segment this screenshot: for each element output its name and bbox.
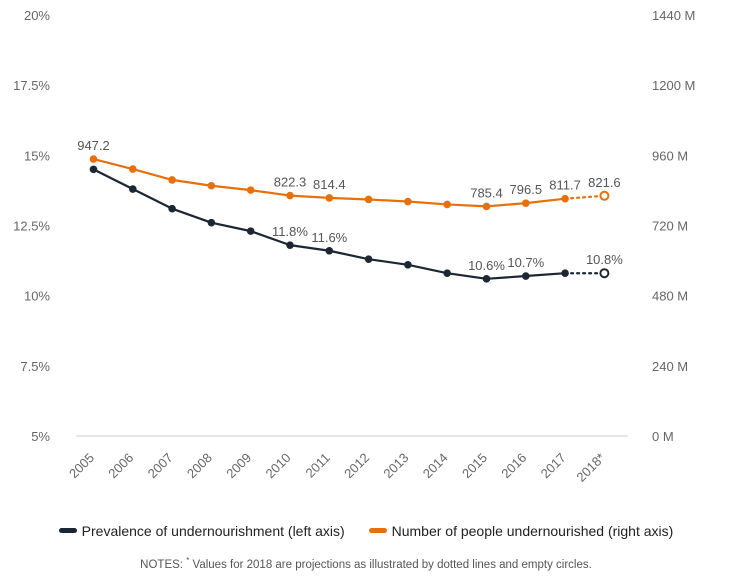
series-point-0 [482,275,491,283]
series-point-1 [246,186,255,194]
left-axis-tick-label: 17.5% [13,78,50,93]
legend-item-prevalence[interactable]: Prevalence of undernourishment (left axi… [58,522,345,539]
series-point-0 [246,227,255,235]
left-axis-tick-label: 7.5% [20,359,50,374]
right-axis-tick-label: 720 M [652,219,688,234]
series-point-1 [561,194,569,203]
x-axis-tick-label: 2017 [538,450,569,481]
series-point-0 [89,165,98,174]
notes: NOTES: * Values for 2018 are projections… [0,556,732,571]
series-point-0 [522,272,530,280]
notes-text: Values for 2018 are projections as illus… [189,558,592,571]
x-axis-tick-label: 2007 [145,450,176,481]
series-point-0 [404,260,412,269]
data-label-0: 11.8% [272,224,308,239]
legend-swatch-prevalence [58,528,77,533]
data-label-0: 10.6% [468,258,505,273]
series-point-1 [168,176,176,184]
right-axis-tick-label: 480 M [652,289,688,304]
data-label-1: 947.2 [77,138,110,153]
left-axis-tick-label: 10% [24,289,50,304]
legend-label-prevalence: Prevalence of undernourishment (left axi… [81,522,345,539]
series-point-1 [207,181,216,190]
legend-item-number[interactable]: Number of people undernourished (right a… [368,522,674,539]
legend: Prevalence of undernourishment (left axi… [0,520,732,539]
right-axis-tick-label: 1440 M [652,8,695,23]
x-axis-tick-label: 2010 [263,450,294,481]
series-projected-point-1 [599,190,610,201]
x-axis-tick-label: 2014 [420,450,451,481]
series-point-1 [482,202,491,211]
legend-label-number: Number of people undernourished (right a… [391,522,674,539]
series-point-0 [286,241,294,249]
data-label-1: 796.5 [510,182,543,197]
series-point-1 [443,200,452,209]
notes-prefix: NOTES: [140,558,187,571]
left-axis-tick-label: 20% [24,8,50,23]
series-point-1 [404,197,412,206]
x-axis-tick-label: 2005 [66,450,97,481]
series-point-0 [129,185,137,193]
series-point-1 [522,199,530,207]
x-axis-tick-label: 2016 [498,450,529,481]
x-axis-tick-label: 2012 [341,450,372,481]
data-label-1: 821.6 [588,175,621,190]
series-point-1 [286,191,294,200]
data-label-1: 811.7 [549,178,581,193]
legend-swatch-number [368,528,387,533]
series-point-0 [207,218,216,227]
series-point-1 [364,195,373,204]
right-axis-tick-label: 960 M [652,148,688,163]
series-point-0 [364,255,373,263]
x-axis-tick-label: 2011 [303,450,333,480]
left-axis-tick-label: 12.5% [13,219,50,234]
data-label-0: 10.8% [586,252,623,267]
series-point-1 [89,155,98,163]
series-point-0 [168,204,176,213]
line-chart: 5% 7.5% 10% 12.5% 15% 17.5% 20% 0 M 240 M 480 M 72… [13,8,695,485]
x-axis-tick-label: 2009 [223,450,254,481]
right-axis-tick-label: 1200 M [652,78,695,93]
left-axis-tick-label: 15% [24,148,50,163]
data-label-0: 11.6% [311,230,347,245]
series-point-0 [443,269,452,278]
series-point-1 [325,194,334,202]
right-axis-tick-label: 240 M [652,359,688,374]
series-projection-line-1 [563,194,606,200]
x-axis-tick-label: 2018* [573,450,608,485]
x-axis-tick-label: 2013 [380,450,411,481]
series-point-1 [129,165,137,173]
right-axis-tick-label: 0 M [652,429,674,444]
x-axis-tick-label: 2008 [184,450,215,481]
notes-marker: * [186,556,190,565]
series-point-0 [325,246,334,255]
x-axis-tick-label: 2015 [459,450,490,481]
x-axis-tick-label: 2006 [105,450,136,481]
data-label-1: 814.4 [313,177,346,192]
series-point-0 [561,269,569,278]
data-label-1: 785.4 [470,185,503,200]
left-axis-tick-label: 5% [31,429,50,444]
series-projected-point-0 [599,268,610,279]
data-label-1: 822.3 [274,175,307,190]
data-label-0: 10.7% [507,255,544,270]
